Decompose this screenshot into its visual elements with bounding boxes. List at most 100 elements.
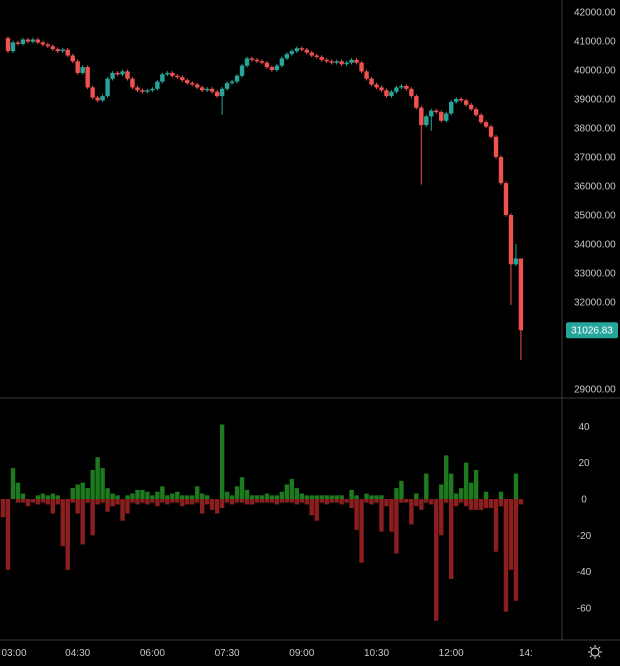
volume-bar-down[interactable] xyxy=(249,499,255,505)
volume-bar-up[interactable] xyxy=(40,493,46,499)
volume-bar-up[interactable] xyxy=(354,495,359,499)
volume-bar-down[interactable] xyxy=(75,499,80,514)
volume-bar-down[interactable] xyxy=(354,499,359,530)
volume-bar-up[interactable] xyxy=(160,486,165,499)
volume-bar-down[interactable] xyxy=(120,499,125,521)
candle[interactable] xyxy=(289,49,295,56)
volume-bar-up[interactable] xyxy=(190,495,195,499)
candle[interactable] xyxy=(414,94,419,110)
volume-bar-down[interactable] xyxy=(498,499,504,507)
candle[interactable] xyxy=(25,37,31,44)
candle[interactable] xyxy=(434,108,439,114)
candle[interactable] xyxy=(219,87,225,115)
volume-bar-down[interactable] xyxy=(309,499,314,516)
volume-bar-down[interactable] xyxy=(344,499,349,503)
candle[interactable] xyxy=(200,85,205,93)
volume-bar-down[interactable] xyxy=(463,499,469,507)
volume-bar-up[interactable] xyxy=(284,484,290,499)
volume-bar-down[interactable] xyxy=(150,499,155,503)
candle[interactable] xyxy=(269,65,275,72)
candle[interactable] xyxy=(279,56,285,68)
volume-bar-down[interactable] xyxy=(234,499,240,503)
volume-bar-down[interactable] xyxy=(389,499,394,532)
volume-bar-up[interactable] xyxy=(349,489,354,499)
volume-bar-down[interactable] xyxy=(324,499,329,505)
candle[interactable] xyxy=(145,88,150,94)
candle[interactable] xyxy=(180,75,185,82)
candle[interactable] xyxy=(518,258,524,361)
volume-bar-down[interactable] xyxy=(458,499,464,503)
volume-bar-up[interactable] xyxy=(125,495,130,499)
volume-bar-down[interactable] xyxy=(209,499,215,510)
candle[interactable] xyxy=(10,40,16,53)
candle[interactable] xyxy=(399,84,404,90)
candle[interactable] xyxy=(90,85,95,100)
candle[interactable] xyxy=(458,97,464,103)
volume-bar-up[interactable] xyxy=(204,495,210,499)
candle[interactable] xyxy=(444,111,449,123)
volume-bar-down[interactable] xyxy=(175,499,180,503)
candle[interactable] xyxy=(249,56,255,62)
volume-bar-down[interactable] xyxy=(274,499,280,505)
candle[interactable] xyxy=(264,61,270,69)
volume-bar-down[interactable] xyxy=(155,499,160,507)
volume-bar-up[interactable] xyxy=(140,489,145,499)
volume-bar-down[interactable] xyxy=(369,499,374,505)
price-scale[interactable]: 42000.00 41000.00 40000.00 39000.00 38000.00… xyxy=(574,8,616,396)
volume-bar-up[interactable] xyxy=(165,495,170,499)
candle[interactable] xyxy=(254,58,260,64)
candle[interactable] xyxy=(65,47,70,58)
volume-bar-down[interactable] xyxy=(439,499,444,536)
volume-bar-up[interactable] xyxy=(453,493,459,499)
candle[interactable] xyxy=(483,120,489,129)
volume-bar-down[interactable] xyxy=(125,499,130,514)
price-pane[interactable] xyxy=(5,36,524,361)
volume-bar-down[interactable] xyxy=(5,499,11,570)
volume-bar-up[interactable] xyxy=(229,495,235,499)
volume-bar-up[interactable] xyxy=(299,493,304,499)
volume-bar-up[interactable] xyxy=(439,484,444,499)
volume-bar-down[interactable] xyxy=(170,499,175,503)
volume-bar-down[interactable] xyxy=(299,499,304,503)
volume-bar-up[interactable] xyxy=(50,493,55,499)
candle[interactable] xyxy=(394,85,399,94)
volume-bar-down[interactable] xyxy=(503,499,509,612)
volume-bar-down[interactable] xyxy=(409,499,414,525)
candle[interactable] xyxy=(449,100,454,116)
time-scale[interactable]: 03:00 04:30 06:00 07:30 09:00 10:30 12:00 14: xyxy=(1,648,532,659)
candle[interactable] xyxy=(259,59,265,65)
volume-bar-down[interactable] xyxy=(135,499,140,505)
volume-bar-down[interactable] xyxy=(95,499,100,505)
candle[interactable] xyxy=(389,90,394,98)
volume-bar-up[interactable] xyxy=(105,488,110,499)
candle[interactable] xyxy=(319,55,324,62)
candle[interactable] xyxy=(349,58,354,65)
candle[interactable] xyxy=(513,244,519,267)
volume-bar-down[interactable] xyxy=(334,499,339,503)
volume-bar-down[interactable] xyxy=(493,499,499,552)
candle[interactable] xyxy=(70,53,75,64)
volume-bar-up[interactable] xyxy=(75,484,80,499)
candle[interactable] xyxy=(329,59,334,65)
candle[interactable] xyxy=(468,103,474,111)
candle[interactable] xyxy=(35,37,41,45)
volume-bar-up[interactable] xyxy=(55,495,60,499)
candle[interactable] xyxy=(284,52,290,61)
candle[interactable] xyxy=(204,87,210,93)
volume-bar-down[interactable] xyxy=(379,499,384,532)
candle[interactable] xyxy=(105,76,110,98)
volume-bar-up[interactable] xyxy=(15,482,21,499)
candle[interactable] xyxy=(135,85,140,93)
volume-bar-down[interactable] xyxy=(190,499,195,505)
volume-bar-down[interactable] xyxy=(160,499,165,503)
volume-bar-up[interactable] xyxy=(339,495,344,499)
candle[interactable] xyxy=(439,110,444,123)
candle[interactable] xyxy=(503,181,509,217)
volume-bar-up[interactable] xyxy=(463,462,469,499)
candle[interactable] xyxy=(324,58,329,64)
candle[interactable] xyxy=(463,98,469,107)
volume-bar-down[interactable] xyxy=(204,499,210,505)
candle[interactable] xyxy=(299,46,304,52)
volume-bar-up[interactable] xyxy=(20,493,26,499)
volume-bar-down[interactable] xyxy=(384,499,389,507)
